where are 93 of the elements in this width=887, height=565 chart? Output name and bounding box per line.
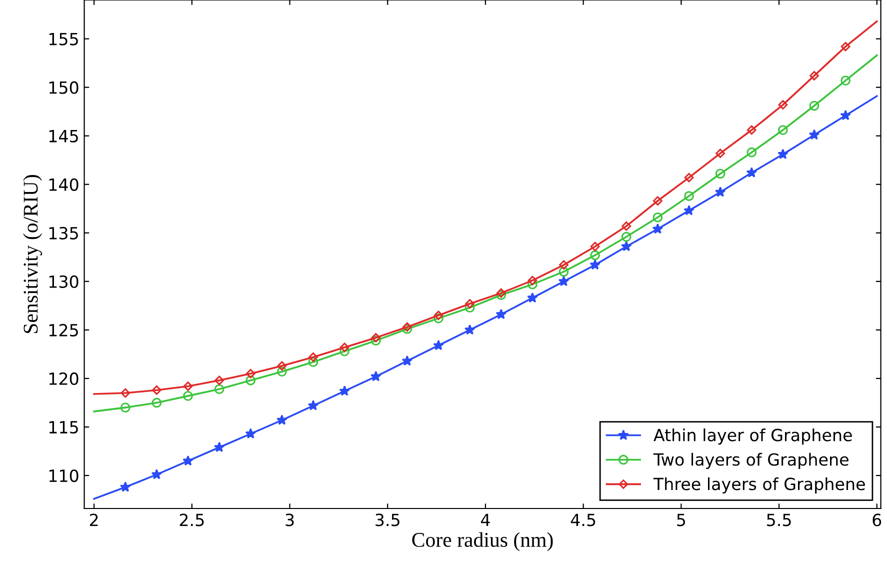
y-tick-label: 135: [49, 226, 78, 240]
x-tick-label: 3: [286, 514, 294, 526]
point: [183, 391, 193, 401]
point: [339, 385, 350, 396]
point: [652, 212, 663, 222]
point: [808, 129, 820, 140]
point: [714, 186, 726, 197]
legend-label: Athin layer of Graphene: [654, 428, 852, 445]
point: [620, 240, 632, 252]
point: [370, 370, 382, 382]
point: [527, 292, 538, 303]
legend-label: Two layers of Graphene: [653, 452, 848, 470]
point: [590, 250, 600, 260]
point: [276, 366, 287, 377]
point: [120, 482, 131, 492]
point: [465, 299, 474, 308]
point: [246, 368, 256, 378]
point: [559, 260, 568, 270]
point: [152, 398, 162, 408]
y-tick-label: 155: [49, 33, 78, 46]
point: [684, 191, 694, 201]
point: [434, 310, 444, 320]
point: [464, 302, 475, 313]
point: [152, 385, 162, 395]
y-tick-label: 110: [49, 469, 78, 482]
point: [652, 196, 662, 206]
point: [558, 276, 570, 286]
point: [590, 242, 600, 252]
point: [716, 148, 726, 158]
y-tick-label: 145: [49, 130, 78, 142]
point: [528, 276, 538, 286]
y-tick-label: 120: [49, 372, 78, 386]
point: [434, 313, 444, 324]
point: [810, 71, 819, 80]
point: [558, 266, 569, 277]
x-tick-label: 4.5: [570, 514, 596, 526]
y-tick-label: 115: [49, 421, 78, 434]
point: [214, 384, 224, 394]
point: [652, 223, 664, 234]
y-tick-label: 140: [49, 178, 78, 191]
point: [778, 100, 788, 110]
legend-label: Three layers of Graphene: [653, 477, 865, 494]
point: [276, 414, 288, 425]
point: [684, 172, 694, 182]
point: [778, 148, 788, 159]
point: [402, 355, 413, 366]
point: [746, 147, 757, 158]
y-tick-label: 150: [49, 81, 78, 94]
x-tick-label: 3.5: [376, 514, 400, 526]
point: [370, 336, 381, 346]
point: [214, 442, 225, 452]
point: [715, 168, 726, 179]
point: [245, 428, 256, 438]
point: [182, 455, 194, 466]
point: [433, 340, 444, 350]
x-tick-label: 2: [90, 514, 98, 526]
point: [464, 324, 476, 335]
point: [590, 259, 600, 270]
point: [778, 125, 788, 135]
point: [308, 400, 319, 410]
point: [151, 468, 162, 480]
point: [746, 167, 758, 178]
line-series: [93, 95, 878, 500]
point: [340, 342, 350, 352]
point: [809, 100, 820, 111]
point: [622, 221, 632, 231]
x-tick-label: 6: [872, 514, 882, 526]
point: [214, 376, 224, 386]
y-axis-title: Sensitivity (o/RIU): [23, 175, 42, 334]
point: [308, 352, 318, 362]
point: [496, 308, 507, 320]
point: [183, 382, 193, 391]
x-axis-title: Core radius (nm): [412, 532, 553, 552]
x-tick-label: 2.5: [180, 514, 204, 526]
point: [840, 110, 851, 120]
x-tick-label: 5: [677, 514, 686, 526]
point: [684, 204, 694, 216]
y-tick-label: 125: [49, 324, 78, 337]
point: [621, 232, 632, 242]
point: [277, 361, 287, 371]
point: [340, 346, 350, 356]
point: [246, 375, 256, 386]
point: [746, 125, 756, 135]
point: [840, 76, 850, 86]
point: [308, 357, 318, 367]
point: [371, 333, 381, 342]
point: [528, 279, 538, 290]
x-tick-label: 5.5: [767, 514, 791, 526]
point: [120, 388, 130, 398]
x-tick-label: 4: [480, 514, 490, 526]
point: [840, 42, 850, 52]
y-tick-label: 130: [49, 275, 78, 288]
point: [120, 402, 130, 413]
